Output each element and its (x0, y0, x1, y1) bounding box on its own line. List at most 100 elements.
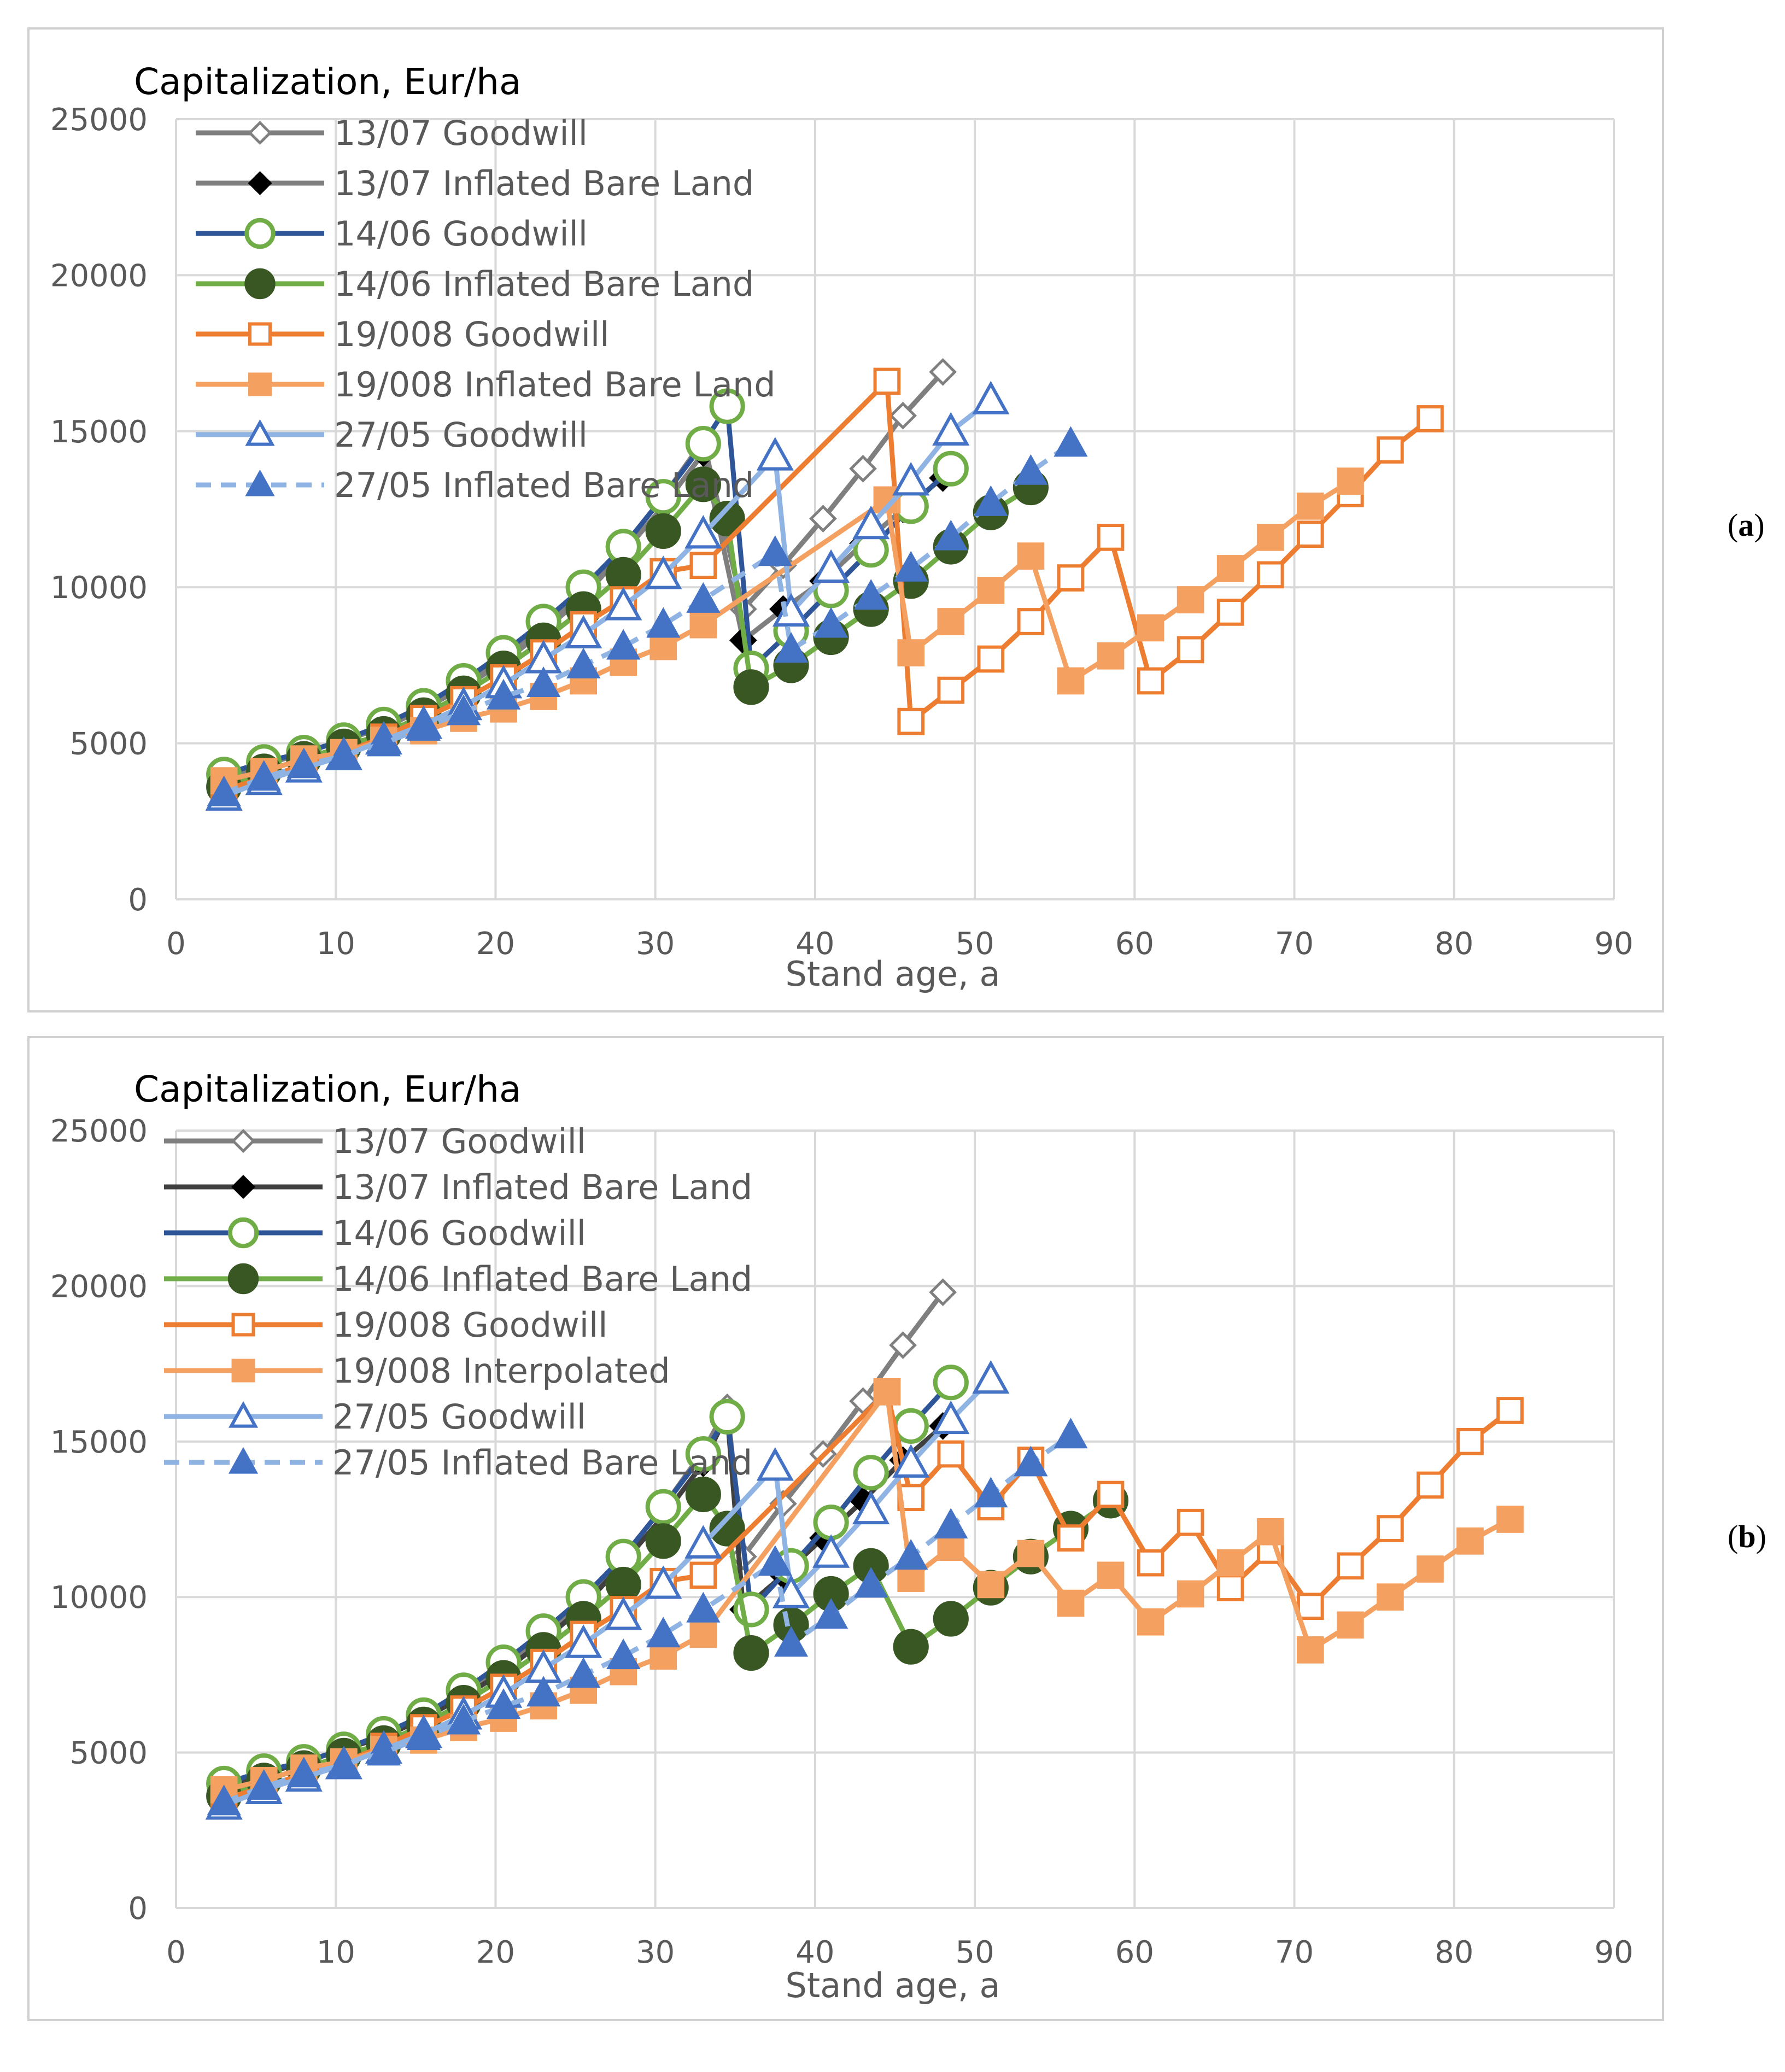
legend-swatch-marker (227, 1263, 259, 1295)
data-point-ib19008 (649, 633, 677, 660)
data-point-ip19008 (1137, 1608, 1164, 1636)
data-point-g19008 (1097, 1480, 1125, 1508)
legend-swatch-marker (248, 171, 272, 196)
data-point-ib2705 (814, 1598, 848, 1629)
legend-swatch-marker (248, 322, 272, 346)
legend-label: 19/008 Goodwill (332, 1305, 607, 1345)
legend-swatch-marker (227, 1217, 259, 1249)
x-tick-label: 60 (1115, 1935, 1154, 1970)
data-point-ib2705 (1054, 426, 1088, 457)
data-point-ib1406 (733, 669, 769, 705)
data-point-ip19008 (1017, 1540, 1045, 1567)
legend-swatch-marker (228, 1447, 259, 1474)
legend-swatch-marker (231, 1128, 256, 1154)
legend-swatch-marker (231, 1313, 255, 1337)
legend-label: 13/07 Goodwill (334, 113, 588, 153)
legend-item-g19008: 19/008 Goodwill (196, 314, 609, 354)
series-line-ib2705 (223, 1433, 1072, 1805)
legend-label: 13/07 Inflated Bare Land (334, 163, 754, 203)
data-point-g19008 (873, 367, 901, 395)
data-point-ib2705 (566, 1657, 601, 1688)
data-point-ib2705 (758, 1545, 792, 1576)
data-point-ip19008 (1256, 1518, 1284, 1546)
data-point-ib19008 (689, 611, 717, 639)
data-point-ib2705 (526, 1676, 561, 1707)
legend-swatch-marker (228, 1401, 259, 1428)
data-point-ip19008 (1097, 1561, 1125, 1589)
data-point-ib1406 (645, 513, 681, 549)
legend-swatch-marker (244, 268, 276, 300)
data-point-g19008 (1336, 1552, 1364, 1580)
data-point-ib2705 (646, 1617, 681, 1648)
data-point-g1406 (813, 1505, 849, 1541)
data-point-ib2705 (526, 666, 561, 697)
data-point-ib2705 (406, 710, 441, 741)
data-point-ib2705 (286, 747, 321, 779)
panel-a-x-axis-label: Stand age, a (786, 954, 1000, 994)
data-point-ib2705 (1054, 1418, 1088, 1449)
data-point-ib2705 (486, 678, 521, 710)
data-point-ib2705 (446, 694, 481, 725)
data-point-ib19008 (1216, 555, 1244, 582)
legend-item-ib1406: 14/06 Inflated Bare Land (196, 264, 754, 304)
data-point-g19008 (1137, 667, 1164, 695)
data-point-ib2705 (854, 579, 888, 610)
data-point-ib2705 (446, 1704, 481, 1735)
legend-label: 14/06 Goodwill (334, 214, 588, 254)
legend-item-g1406: 14/06 Goodwill (164, 1213, 586, 1253)
series-ip19008 (210, 1378, 1524, 1804)
data-point-ip19008 (1057, 1589, 1085, 1617)
y-tick-label: 5000 (69, 727, 148, 762)
x-tick-label: 90 (1594, 1935, 1633, 1970)
x-tick-label: 0 (166, 926, 186, 962)
data-point-g2705 (892, 461, 930, 496)
data-point-g2705 (756, 437, 794, 471)
data-point-g2705 (684, 1525, 722, 1559)
x-tick-label: 30 (636, 926, 675, 962)
legend-label: 19/008 Inflated Bare Land (334, 365, 776, 405)
legend-item-ib2705: 27/05 Inflated Bare Land (196, 465, 754, 505)
data-point-ib2705 (814, 607, 848, 638)
data-point-ib2705 (366, 725, 401, 757)
data-point-ib1406 (685, 1476, 721, 1513)
legend-label: 19/008 Goodwill (334, 314, 609, 354)
data-point-g2705 (932, 1400, 970, 1435)
data-point-g1406 (709, 1398, 745, 1435)
series-g1406 (206, 1365, 969, 1802)
data-point-ib2705 (606, 1638, 641, 1670)
panel-b-series (205, 1278, 1524, 1820)
data-point-g2705 (812, 1534, 850, 1568)
data-point-ib19008 (1097, 642, 1125, 670)
data-point-ib2705 (247, 1769, 281, 1800)
data-point-ib2705 (686, 582, 721, 613)
data-point-ib19008 (1177, 586, 1204, 613)
panel-a-label: (a) (1728, 507, 1765, 543)
data-point-g1406 (685, 1436, 721, 1472)
data-point-ib2705 (606, 629, 641, 660)
data-point-ib2705 (774, 1626, 809, 1657)
legend-item-ib19008: 19/008 Inflated Bare Land (196, 365, 776, 405)
data-point-ib2705 (1014, 454, 1048, 485)
data-point-g2705 (645, 555, 682, 589)
legend-label: 14/06 Inflated Bare Land (334, 264, 754, 304)
data-point-ib19008 (977, 577, 1005, 604)
data-point-ib2705 (566, 647, 601, 678)
legend-item-g2705: 27/05 Goodwill (196, 415, 588, 455)
legend-swatch-marker (245, 469, 275, 496)
data-point-g19008 (689, 1561, 717, 1589)
data-point-ip19008 (977, 1571, 1005, 1599)
legend-label: 27/05 Goodwill (332, 1397, 586, 1437)
legend-swatch-marker (245, 419, 275, 446)
series-line-g19008 (223, 379, 1432, 793)
data-point-g1406 (685, 426, 721, 462)
legend-swatch-marker (248, 372, 272, 396)
data-point-g1406 (709, 388, 745, 424)
legend-swatch-marker (231, 1359, 255, 1383)
data-point-ib2705 (207, 775, 241, 806)
x-tick-label: 50 (955, 926, 994, 962)
data-point-ip19008 (1177, 1580, 1204, 1608)
data-point-ip19008 (1296, 1636, 1324, 1664)
legend-item-ib2705: 27/05 Inflated Bare Land (164, 1443, 752, 1483)
panel-a-frame (27, 27, 1664, 1012)
data-point-ib1406 (933, 1601, 969, 1637)
